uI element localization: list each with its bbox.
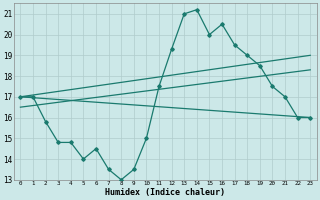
- X-axis label: Humidex (Indice chaleur): Humidex (Indice chaleur): [105, 188, 225, 197]
